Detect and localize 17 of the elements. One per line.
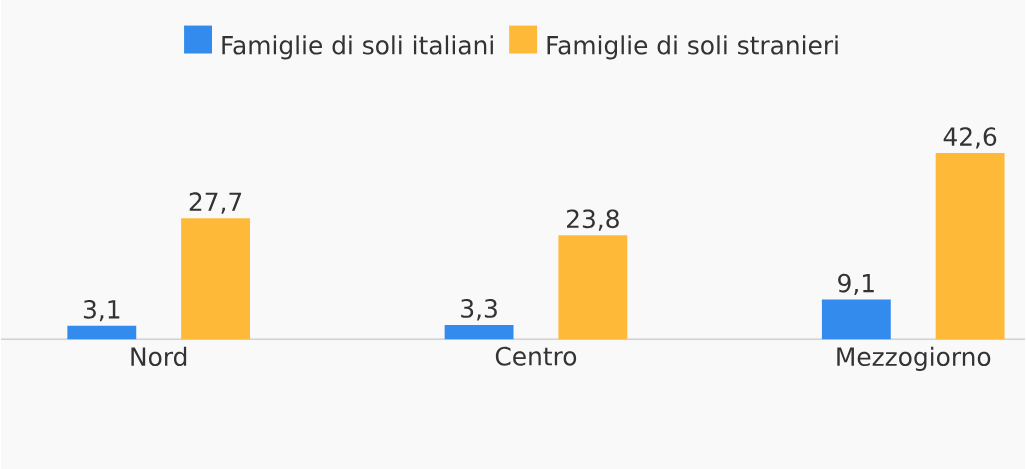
bar: [444, 324, 514, 340]
data-label: 23,8: [567, 209, 619, 231]
legend-label: Famiglie di soli italiani: [222, 35, 493, 60]
x-tick-label: Nord: [131, 346, 187, 367]
x-tick-label: Mezzogiorno: [837, 346, 991, 371]
bar: [558, 235, 628, 340]
data-label: 42,6: [943, 127, 997, 149]
legend-label: Famiglie di soli stranieri: [547, 35, 838, 60]
bar: [821, 299, 891, 340]
data-label: 9,1: [838, 273, 874, 295]
x-tick-label: Centro: [495, 346, 577, 366]
data-label: 3,1: [83, 299, 120, 322]
bar: [935, 152, 1005, 340]
bar: [181, 218, 251, 340]
bar: [67, 325, 137, 340]
data-label: 27,7: [189, 192, 242, 214]
data-label: 3,3: [461, 299, 497, 321]
